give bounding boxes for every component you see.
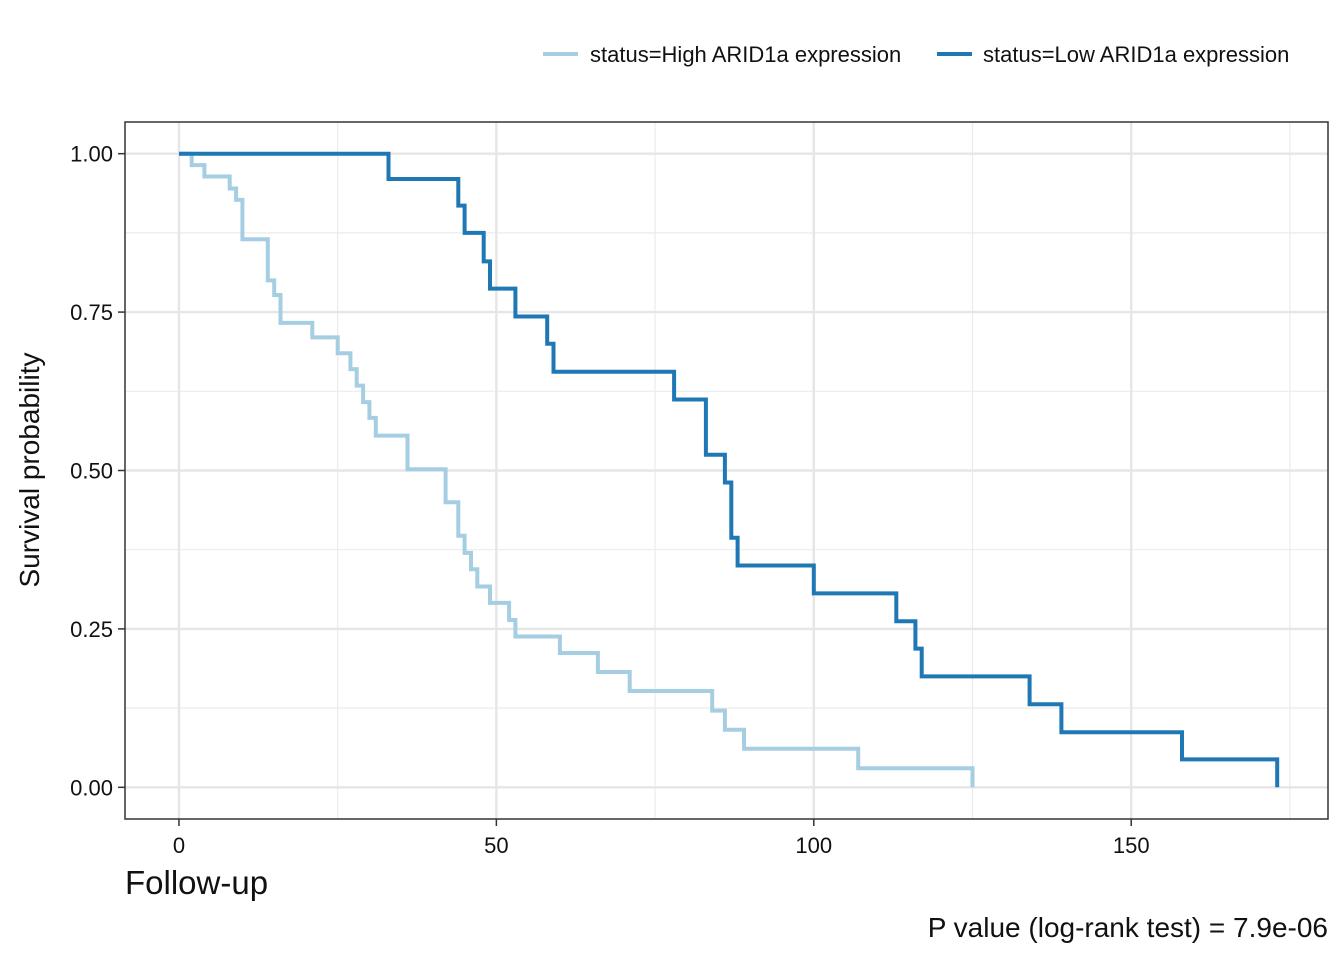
legend-label-low: status=Low ARID1a expression bbox=[983, 42, 1289, 67]
y-tick-label: 0.50 bbox=[70, 459, 113, 484]
series-layer bbox=[179, 151, 1280, 788]
x-tick-label: 150 bbox=[1113, 833, 1150, 858]
legend-label-high: status=High ARID1a expression bbox=[590, 42, 901, 67]
y-tick-label: 0.00 bbox=[70, 775, 113, 800]
x-tick-label: 0 bbox=[173, 833, 185, 858]
x-axis-title: Follow-up bbox=[125, 864, 268, 901]
x-tick-label: 100 bbox=[795, 833, 832, 858]
y-tick-label: 0.75 bbox=[70, 300, 113, 325]
axes: 0 50 100 150 0.00 0.25 0.50 0.75 1.00 bbox=[70, 142, 1149, 858]
legend: status=High ARID1a expression status=Low… bbox=[543, 42, 1289, 67]
y-tick-label: 0.25 bbox=[70, 617, 113, 642]
series-line-low-arid1a bbox=[179, 151, 1280, 788]
p-value-caption: P value (log-rank test) = 7.9e-06 bbox=[928, 912, 1328, 943]
y-axis-title: Survival probability bbox=[14, 353, 45, 588]
series-line-high-arid1a bbox=[179, 151, 975, 788]
y-tick-label: 1.00 bbox=[70, 142, 113, 167]
x-tick-label: 50 bbox=[484, 833, 508, 858]
